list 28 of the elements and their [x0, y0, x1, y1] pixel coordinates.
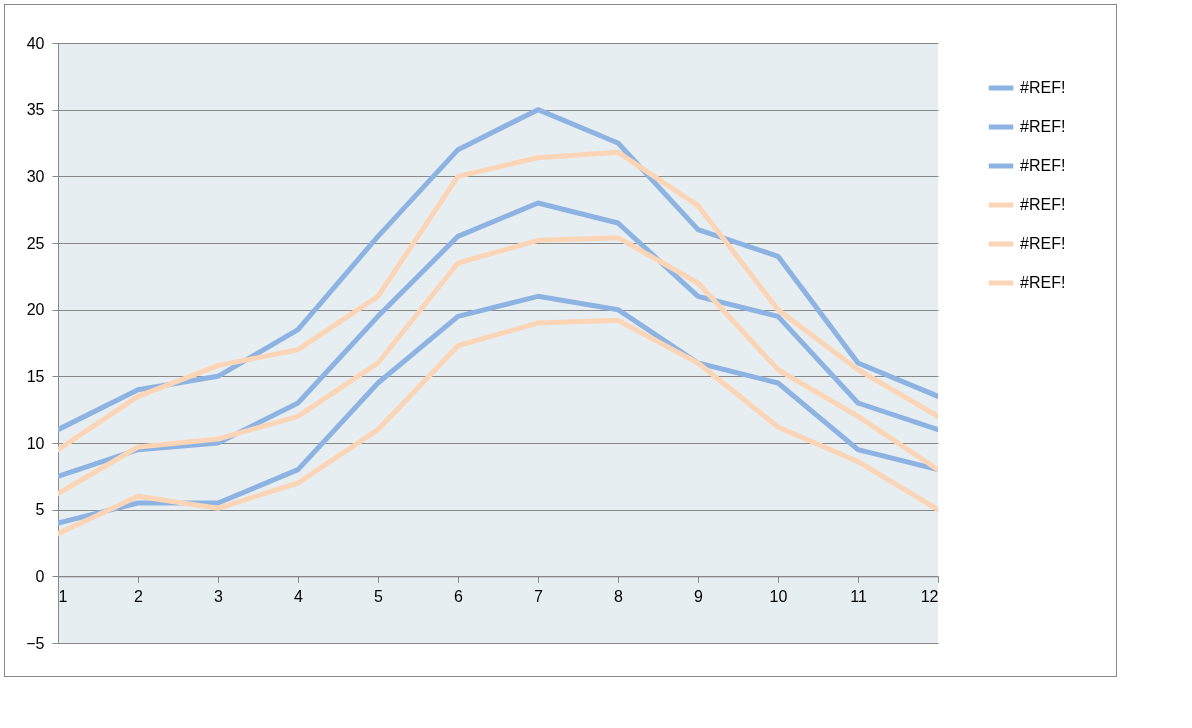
x-tick-label: 1 — [58, 587, 68, 605]
y-tick-label: −5 — [26, 634, 45, 652]
y-tick-label: 35 — [26, 101, 45, 119]
x-tick-label: 2 — [134, 587, 144, 605]
legend-label: #REF! — [1020, 118, 1066, 135]
x-tick-label: 3 — [214, 587, 224, 605]
x-tick-label: 9 — [694, 587, 704, 605]
y-tick-label: 25 — [26, 234, 45, 252]
y-tick-label: 15 — [26, 367, 45, 385]
legend-label: #REF! — [1020, 79, 1066, 96]
legend-label: #REF! — [1020, 235, 1066, 252]
legend-label: #REF! — [1020, 157, 1066, 174]
x-tick-label: 7 — [534, 587, 544, 605]
y-tick-label: 40 — [26, 34, 45, 52]
legend-label: #REF! — [1020, 274, 1066, 291]
y-tick-label: 0 — [35, 567, 45, 585]
x-tick-label: 8 — [614, 587, 624, 605]
legend-label: #REF! — [1020, 196, 1066, 213]
x-tick-label: 12 — [920, 587, 939, 605]
y-tick-label: 30 — [26, 167, 45, 185]
x-tick-label: 6 — [454, 587, 464, 605]
x-tick-label: 10 — [769, 587, 788, 605]
y-tick-label: 5 — [35, 501, 45, 519]
x-tick-label: 11 — [850, 587, 867, 605]
y-tick-label: 20 — [26, 301, 45, 319]
x-tick-label: 5 — [374, 587, 384, 605]
x-tick-label: 4 — [294, 587, 304, 605]
y-tick-label: 10 — [26, 434, 45, 452]
